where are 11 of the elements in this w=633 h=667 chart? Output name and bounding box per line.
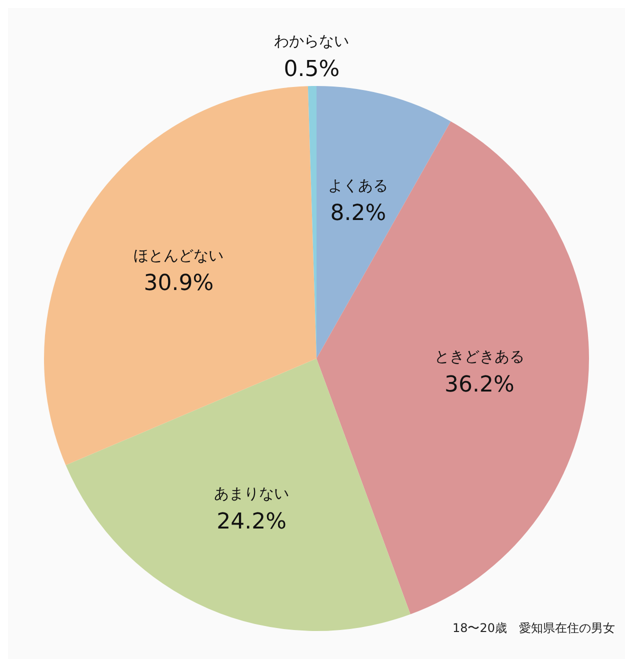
data-label: 30.9% <box>144 271 214 296</box>
data-label: 36.2% <box>444 372 514 398</box>
slice-label: わからない <box>274 32 350 50</box>
slice-label: あまりない <box>214 484 290 502</box>
slice-label: ほとんどない <box>134 246 224 264</box>
data-label: 0.5% <box>284 56 340 82</box>
data-label: 24.2% <box>216 509 287 534</box>
text: 18〜20歳 愛知県在住の男女 <box>452 620 615 637</box>
slice-label: よくある <box>328 176 388 194</box>
data-label: 8.2% <box>330 201 386 226</box>
slice-label: ときどきある <box>434 348 524 366</box>
